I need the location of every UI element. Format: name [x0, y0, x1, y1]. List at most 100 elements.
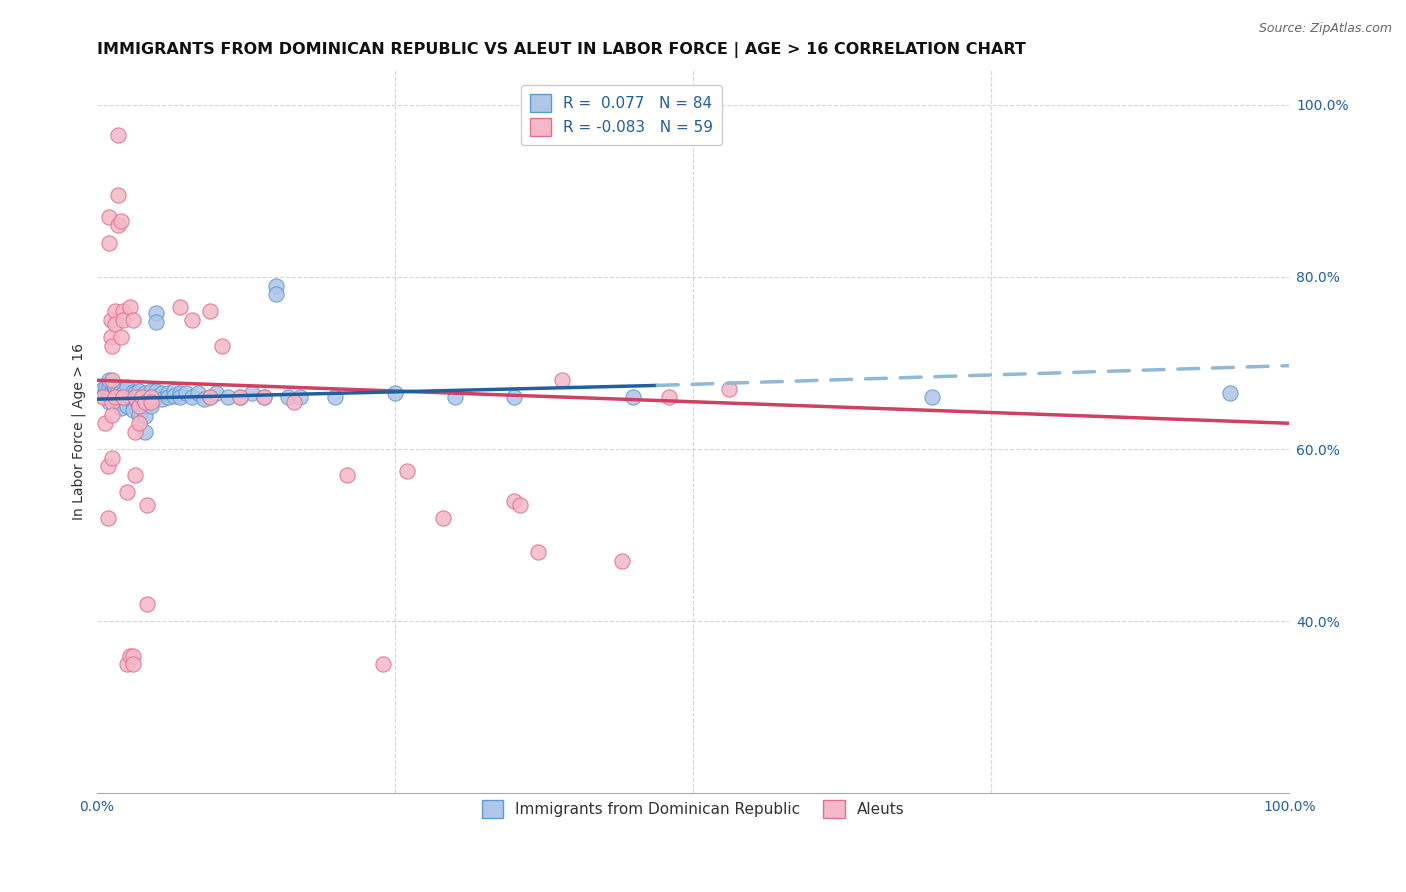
Point	[97, 511, 120, 525]
Point	[121, 657, 143, 672]
Point	[139, 394, 162, 409]
Point	[152, 392, 174, 407]
Point	[1219, 386, 1241, 401]
Point	[112, 391, 135, 405]
Point	[120, 391, 142, 405]
Point	[115, 657, 138, 672]
Point	[145, 384, 167, 398]
Point	[121, 391, 143, 405]
Point	[139, 399, 162, 413]
Point	[97, 384, 120, 398]
Point	[104, 304, 127, 318]
Point	[124, 386, 146, 401]
Point	[124, 392, 146, 407]
Point	[110, 384, 132, 398]
Point	[91, 382, 114, 396]
Point	[136, 597, 159, 611]
Point	[112, 386, 135, 401]
Point	[551, 373, 574, 387]
Point	[101, 394, 124, 409]
Point	[128, 391, 150, 405]
Point	[217, 391, 239, 405]
Point	[104, 386, 127, 401]
Point	[169, 300, 191, 314]
Point	[145, 315, 167, 329]
Point	[283, 394, 305, 409]
Point	[128, 417, 150, 431]
Point	[157, 386, 180, 401]
Point	[205, 386, 228, 401]
Point	[124, 425, 146, 439]
Point	[128, 399, 150, 413]
Point	[921, 391, 943, 405]
Point	[97, 459, 120, 474]
Point	[264, 278, 287, 293]
Legend: Immigrants from Dominican Republic, Aleuts: Immigrants from Dominican Republic, Aleu…	[474, 792, 912, 825]
Point	[107, 391, 129, 405]
Point	[100, 330, 122, 344]
Point	[120, 648, 142, 663]
Point	[115, 392, 138, 407]
Point	[121, 385, 143, 400]
Point	[94, 386, 117, 401]
Point	[115, 399, 138, 413]
Point	[101, 373, 124, 387]
Point	[124, 391, 146, 405]
Point	[371, 657, 394, 672]
Point	[96, 380, 118, 394]
Text: Source: ZipAtlas.com: Source: ZipAtlas.com	[1258, 22, 1392, 36]
Point	[277, 391, 299, 405]
Point	[97, 235, 120, 250]
Point	[395, 464, 418, 478]
Point	[181, 313, 204, 327]
Point	[110, 391, 132, 405]
Point	[163, 389, 186, 403]
Point	[104, 391, 127, 405]
Point	[104, 318, 127, 332]
Point	[104, 391, 127, 405]
Point	[97, 373, 120, 387]
Point	[198, 391, 221, 405]
Point	[121, 394, 143, 409]
Point	[101, 386, 124, 401]
Point	[107, 128, 129, 142]
Point	[97, 389, 120, 403]
Point	[134, 394, 156, 409]
Point	[101, 339, 124, 353]
Point	[110, 401, 132, 415]
Point	[100, 385, 122, 400]
Point	[112, 304, 135, 318]
Point	[139, 391, 162, 405]
Point	[145, 306, 167, 320]
Point	[128, 399, 150, 413]
Point	[107, 188, 129, 202]
Point	[121, 648, 143, 663]
Point	[253, 391, 276, 405]
Point	[131, 391, 153, 405]
Point	[143, 391, 166, 405]
Point	[134, 399, 156, 413]
Point	[169, 386, 191, 401]
Point	[91, 391, 114, 405]
Point	[107, 384, 129, 398]
Point	[134, 392, 156, 407]
Point	[128, 384, 150, 398]
Point	[101, 450, 124, 465]
Point	[253, 391, 276, 405]
Point	[134, 409, 156, 424]
Point	[169, 391, 191, 405]
Text: IMMIGRANTS FROM DOMINICAN REPUBLIC VS ALEUT IN LABOR FORCE | AGE > 16 CORRELATIO: IMMIGRANTS FROM DOMINICAN REPUBLIC VS AL…	[97, 42, 1026, 58]
Point	[101, 408, 124, 422]
Point	[136, 498, 159, 512]
Point	[503, 493, 526, 508]
Point	[509, 498, 531, 512]
Point	[211, 339, 233, 353]
Point	[323, 391, 347, 405]
Point	[110, 214, 132, 228]
Point	[110, 394, 132, 409]
Point	[503, 391, 526, 405]
Point	[139, 384, 162, 398]
Point	[104, 382, 127, 396]
Point	[120, 300, 142, 314]
Point	[115, 485, 138, 500]
